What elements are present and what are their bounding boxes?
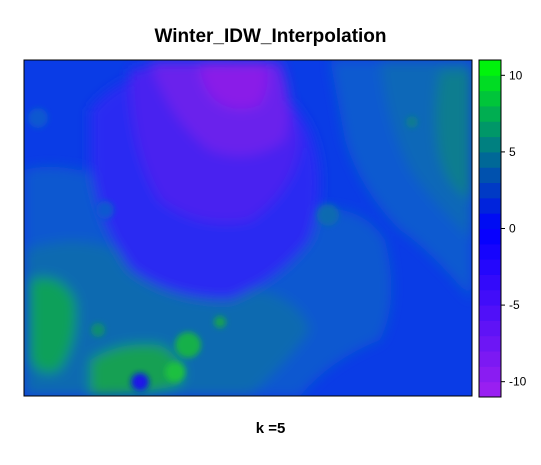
raster-region-bottom-peak [90,344,183,396]
raster-spot-7 [214,316,226,328]
colorbar-swatch-10 [479,228,501,245]
colorbar-swatch-20 [479,75,501,92]
raster-spot-6 [165,362,185,382]
colorbar-tick-label-3: -5 [509,298,520,312]
colorbar-swatch-17 [479,121,501,138]
colorbar-swatch-4 [479,320,501,337]
raster-region-lower-left-peak [30,277,76,374]
colorbar-swatch-3 [479,335,501,352]
raster-spot-low-core [136,378,144,386]
colorbar-swatch-18 [479,105,501,122]
raster-spot-4 [406,116,418,128]
raster-region-right-peak [435,70,472,200]
colorbar-swatch-0 [479,381,501,398]
raster-spot-2 [96,201,114,219]
k-parameter-label: k =5 [255,420,286,437]
colorbar-swatch-16 [479,136,501,153]
colorbar-legend: 10 5 0 -5 -10 [478,59,527,398]
colorbar-swatch-11 [479,213,501,229]
colorbar-swatch-1 [479,366,501,383]
colorbar-swatch-14 [479,167,501,184]
raster-spot-8 [91,323,105,337]
colorbar-swatch-7 [479,274,501,291]
colorbar-swatch-21 [479,60,501,76]
colorbar-swatch-19 [479,90,501,107]
interpolation-raster [24,60,472,396]
plot-frame [23,59,473,397]
raster-region-low-4 [200,62,268,109]
colorbar-swatch-6 [479,289,501,306]
colorbar-swatch-5 [479,305,501,321]
raster-spot-3 [317,204,339,226]
raster-spot-5 [175,332,201,358]
chart-title: Winter_IDW_Interpolation [154,26,387,47]
raster-spot-1 [28,108,48,128]
colorbar-tick-label-0: 10 [509,68,523,82]
colorbar-swatch-13 [479,182,501,199]
colorbar-tick-label-4: -10 [509,375,527,389]
colorbar-swatch-8 [479,259,501,275]
colorbar-tick-label-1: 5 [509,145,516,159]
colorbar-swatch-15 [479,151,501,168]
colorbar-swatch-9 [479,243,501,260]
colorbar-swatch-12 [479,197,501,214]
colorbar-tick-label-2: 0 [509,222,516,236]
colorbar-swatch-2 [479,351,501,367]
